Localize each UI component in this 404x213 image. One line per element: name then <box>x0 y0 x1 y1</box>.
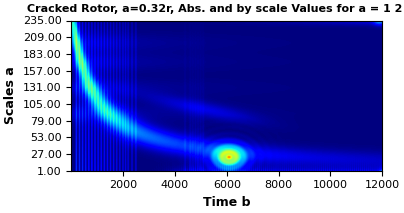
Title: Cracked Rotor, a=0.32r, Abs. and by scale Values for a = 1 2 3...: Cracked Rotor, a=0.32r, Abs. and by scal… <box>27 4 404 14</box>
Y-axis label: Scales a: Scales a <box>4 67 17 124</box>
X-axis label: Time b: Time b <box>203 196 250 209</box>
